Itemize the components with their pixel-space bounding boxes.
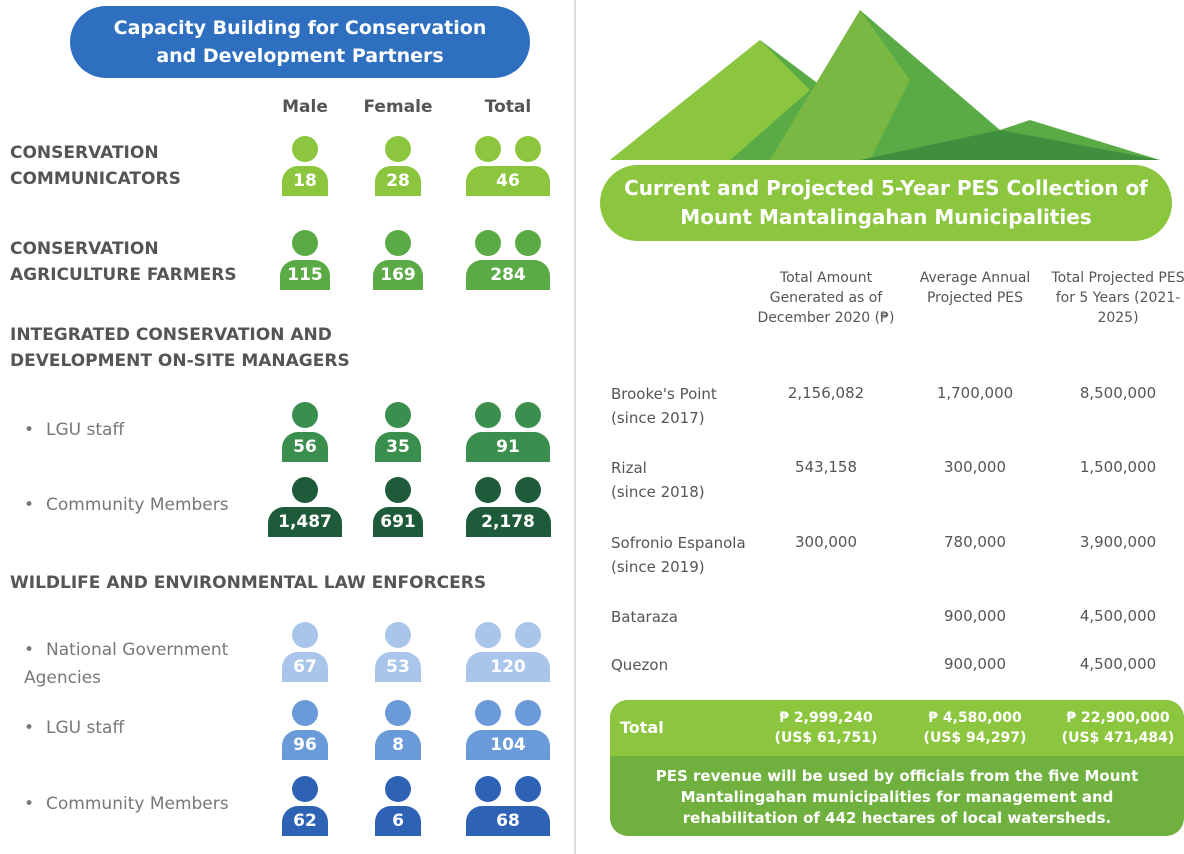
divider [574, 0, 576, 854]
icon-value: 115 [280, 260, 330, 290]
icon-head [475, 402, 501, 428]
row-label: Community Members [24, 790, 254, 818]
icon-head [515, 136, 541, 162]
row-name: Brooke's Point [611, 382, 771, 406]
right-title: Current and Projected 5-Year PES Collect… [600, 165, 1172, 241]
cell-value: 4,500,000 [1048, 607, 1184, 625]
icon-head [292, 776, 318, 802]
cell-value: 1,700,000 [905, 384, 1045, 402]
column-header: Male [255, 97, 355, 117]
icon-head [515, 402, 541, 428]
icon-value: 8 [375, 730, 421, 760]
total-usd: (US$ 471,484) [1043, 728, 1184, 748]
row-label: LGU staff [24, 714, 254, 742]
icon-value: 284 [466, 260, 550, 290]
icon-value: 68 [466, 806, 550, 836]
cell-value: 300,000 [905, 458, 1045, 476]
cell-value: 8,500,000 [1048, 384, 1184, 402]
icon-value: 62 [282, 806, 328, 836]
section-heading: INTEGRATED CONSERVATION AND DEVELOPMENT … [10, 322, 440, 374]
icon-head [292, 230, 318, 256]
icon-head [385, 622, 411, 648]
cell-value: 4,500,000 [1048, 655, 1184, 673]
icon-value: 96 [282, 730, 328, 760]
icon-head [385, 700, 411, 726]
icon-value: 6 [375, 806, 421, 836]
column-header: Total [458, 97, 558, 117]
icon-head [475, 136, 501, 162]
cell-value: 1,500,000 [1048, 458, 1184, 476]
icon-head [515, 230, 541, 256]
total-box: Total PES revenue will be used by offici… [610, 700, 1184, 836]
icon-head [385, 402, 411, 428]
icon-head [385, 776, 411, 802]
column-header: Female [348, 97, 448, 117]
row-name: Quezon [611, 653, 771, 677]
section-heading: CONSERVATION AGRICULTURE FARMERS [10, 236, 270, 288]
page: Capacity Building for Conservation and D… [0, 0, 1184, 854]
icon-value: 18 [282, 166, 328, 196]
cell-value: 900,000 [905, 607, 1045, 625]
icon-head [292, 136, 318, 162]
icon-value: 35 [375, 432, 421, 462]
cell-value: 780,000 [905, 533, 1045, 551]
row-label: Community Members [24, 491, 254, 519]
cell-value: 900,000 [905, 655, 1045, 673]
icon-head [475, 477, 501, 503]
icon-head [385, 230, 411, 256]
table-header: Average Annual Projected PES [905, 268, 1045, 308]
table-header: Total Amount Generated as of December 20… [756, 268, 896, 328]
icon-head [475, 622, 501, 648]
cell-value: 2,156,082 [756, 384, 896, 402]
cell-value: 300,000 [756, 533, 896, 551]
icon-head [515, 477, 541, 503]
icon-value: 104 [466, 730, 550, 760]
icon-head [515, 776, 541, 802]
mountain [610, 0, 1170, 165]
total-usd: (US$ 94,297) [900, 728, 1050, 748]
icon-head [515, 622, 541, 648]
note: PES revenue will be used by officials fr… [640, 766, 1154, 829]
row-name: Bataraza [611, 605, 771, 629]
icon-value: 120 [466, 652, 550, 682]
cell-value: 3,900,000 [1048, 533, 1184, 551]
total-amount: ₱ 22,900,000 [1043, 708, 1184, 728]
icon-value: 56 [282, 432, 328, 462]
icon-head [292, 402, 318, 428]
row-label: LGU staff [24, 416, 254, 444]
section-heading: WILDLIFE AND ENVIRONMENTAL LAW ENFORCERS [10, 570, 550, 596]
icon-value: 1,487 [268, 507, 342, 537]
row-since: (since 2018) [611, 480, 771, 504]
icon-value: 2,178 [466, 507, 551, 537]
icon-head [292, 477, 318, 503]
icon-value: 67 [282, 652, 328, 682]
total-label: Total [620, 718, 664, 737]
section-heading: CONSERVATION COMMUNICATORS [10, 140, 210, 192]
icon-head [475, 700, 501, 726]
total-usd: (US$ 61,751) [751, 728, 901, 748]
row-name: Sofronio Espanola [611, 531, 771, 555]
cell-value: 543,158 [756, 458, 896, 476]
left-title: Capacity Building for Conservation and D… [70, 6, 530, 78]
icon-head [292, 622, 318, 648]
row-label: National Government Agencies [24, 636, 254, 692]
icon-head [385, 136, 411, 162]
icon-value: 53 [375, 652, 421, 682]
total-amount: ₱ 4,580,000 [900, 708, 1050, 728]
icon-value: 28 [375, 166, 421, 196]
row-since: (since 2017) [611, 406, 771, 430]
icon-value: 691 [373, 507, 423, 537]
icon-value: 169 [373, 260, 423, 290]
icon-head [385, 477, 411, 503]
total-amount: ₱ 2,999,240 [751, 708, 901, 728]
row-name: Rizal [611, 456, 771, 480]
icon-value: 91 [466, 432, 550, 462]
table-header: Total Projected PES for 5 Years (2021-20… [1048, 268, 1184, 328]
icon-head [475, 230, 501, 256]
icon-head [515, 700, 541, 726]
icon-value: 46 [466, 166, 550, 196]
icon-head [292, 700, 318, 726]
icon-head [475, 776, 501, 802]
row-since: (since 2019) [611, 555, 771, 579]
